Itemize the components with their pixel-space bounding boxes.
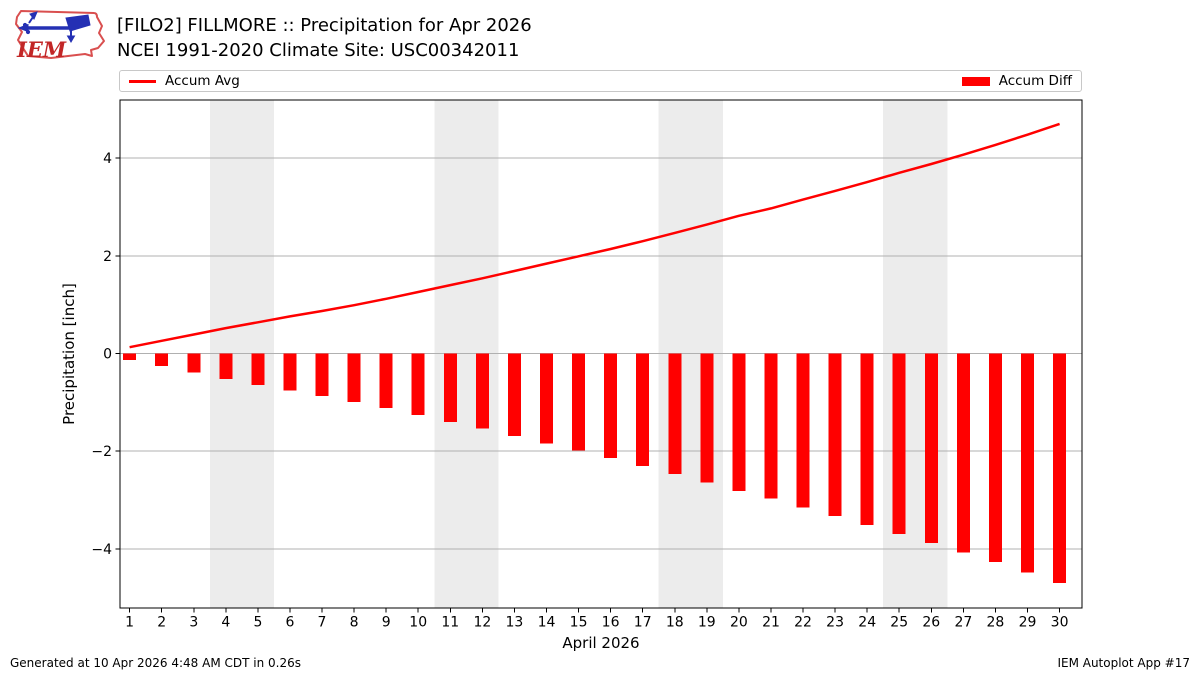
svg-text:10: 10 <box>409 615 427 631</box>
svg-text:5: 5 <box>253 615 262 631</box>
app-credit: IEM Autoplot App #17 <box>1057 656 1190 670</box>
svg-text:9: 9 <box>382 615 391 631</box>
svg-text:−4: −4 <box>91 542 112 558</box>
svg-text:3: 3 <box>189 615 198 631</box>
gridlines <box>120 157 1082 550</box>
chart-title-block: [FILO2] FILLMORE :: Precipitation for Ap… <box>117 13 532 63</box>
legend-line-swatch <box>129 79 156 83</box>
chart-subtitle: NCEI 1991-2020 Climate Site: USC00342011 <box>117 40 520 61</box>
chart-title: [FILO2] FILLMORE :: Precipitation for Ap… <box>117 15 532 36</box>
svg-text:16: 16 <box>602 615 620 631</box>
svg-text:0: 0 <box>103 347 112 363</box>
svg-text:4: 4 <box>221 615 230 631</box>
svg-text:18: 18 <box>666 615 684 631</box>
generated-timestamp: Generated at 10 Apr 2026 4:48 AM CDT in … <box>10 656 301 670</box>
svg-text:−2: −2 <box>91 444 112 460</box>
svg-text:26: 26 <box>922 615 940 631</box>
svg-text:25: 25 <box>890 615 908 631</box>
svg-text:30: 30 <box>1051 615 1069 631</box>
svg-text:17: 17 <box>634 615 652 631</box>
y-axis-label: Precipitation [inch] <box>60 283 78 425</box>
svg-text:6: 6 <box>286 615 295 631</box>
logo-iem-text: IEM <box>16 37 67 62</box>
svg-text:1: 1 <box>125 615 134 631</box>
svg-text:12: 12 <box>473 615 491 631</box>
accum-avg-line <box>129 122 1060 349</box>
svg-text:20: 20 <box>730 615 748 631</box>
legend-avg-label: Accum Avg <box>165 73 240 89</box>
svg-text:27: 27 <box>954 615 972 631</box>
svg-text:11: 11 <box>441 615 459 631</box>
y-axis-ticks-labels: −4 −2 0 2 4 <box>91 151 120 558</box>
svg-text:24: 24 <box>858 615 876 631</box>
legend-bar-swatch <box>961 76 990 86</box>
weathervane-icon <box>17 11 91 43</box>
legend-box: Accum Avg Accum Diff <box>119 70 1082 92</box>
svg-text:4: 4 <box>103 151 112 167</box>
svg-text:23: 23 <box>826 615 844 631</box>
legend-entry-accum-diff: Accum Diff <box>961 73 1072 89</box>
svg-text:8: 8 <box>350 615 359 631</box>
svg-text:13: 13 <box>505 615 523 631</box>
svg-text:14: 14 <box>538 615 556 631</box>
svg-text:2: 2 <box>157 615 166 631</box>
svg-text:19: 19 <box>698 615 716 631</box>
svg-text:28: 28 <box>986 615 1004 631</box>
accum-diff-bars <box>123 353 1067 584</box>
svg-text:15: 15 <box>570 615 588 631</box>
svg-text:22: 22 <box>794 615 812 631</box>
x-axis-ticks-labels: 1 2 3 4 5 6 7 8 9 10 11 12 13 14 15 16 17 18 19 20 21 22 23 24 2… <box>125 608 1069 631</box>
svg-text:2: 2 <box>103 249 112 265</box>
iem-logo: IEM <box>15 10 105 62</box>
svg-text:29: 29 <box>1019 615 1037 631</box>
svg-text:7: 7 <box>318 615 327 631</box>
legend-entry-accum-avg: Accum Avg <box>129 73 240 89</box>
svg-text:21: 21 <box>762 615 780 631</box>
x-axis-label: April 2026 <box>562 634 639 652</box>
legend-diff-label: Accum Diff <box>998 73 1072 89</box>
